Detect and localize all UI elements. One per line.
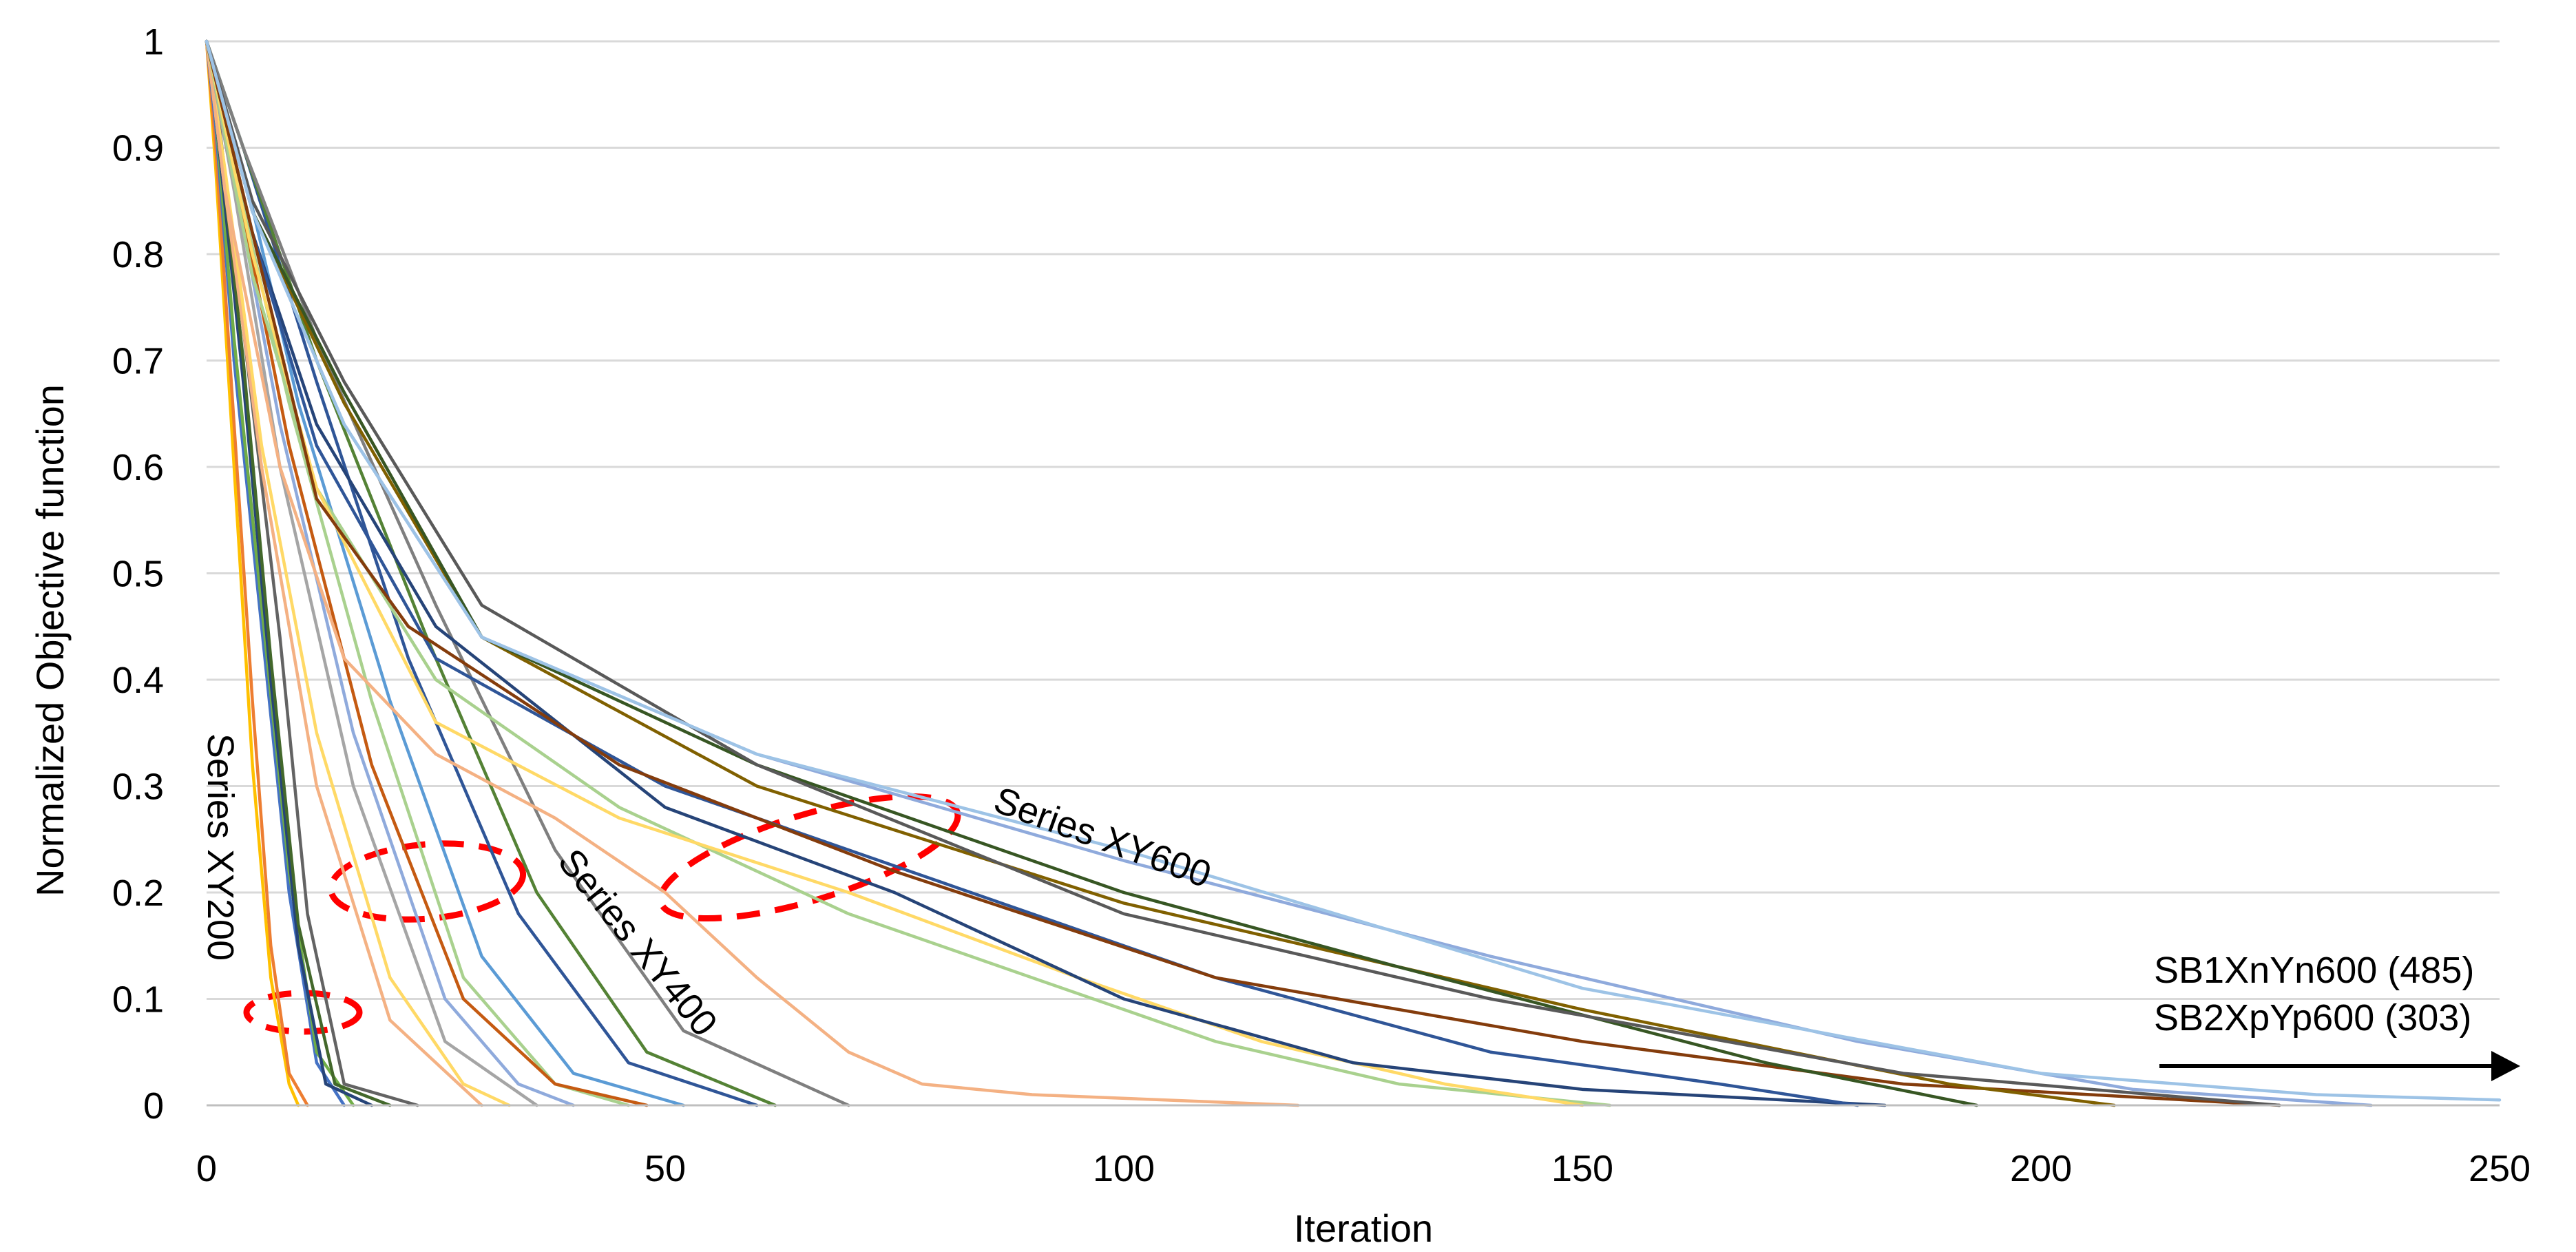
y-tick-label: 0.3	[112, 766, 164, 808]
y-tick-label: 0.2	[112, 873, 164, 914]
y-tick-label: 0.9	[112, 128, 164, 169]
series-line-xy600-10	[205, 39, 2502, 1102]
gridlines	[207, 40, 2500, 1000]
y-axis-title: Normalized Objective function	[28, 384, 72, 897]
y-tick-label: 0.4	[112, 660, 164, 701]
series-line-xy400-11	[205, 39, 1300, 1107]
group-label-xy400: Series XY400	[550, 841, 725, 1043]
annotation-sb2xpyp600: SB2XpYp600 (303)	[2154, 997, 2471, 1039]
y-tick-label: 0	[143, 1085, 164, 1127]
x-tick-label: 150	[1551, 1148, 1613, 1189]
group-label-xy200: Series XY200	[200, 733, 241, 961]
y-tick-label: 0.6	[112, 447, 164, 488]
x-tick-label: 0	[196, 1148, 217, 1189]
tick-labels: 0 0.1 0.2 0.3 0.4 0.5 0.6 0.7 0.8 0.9 1 0 50 100 150 20…	[112, 21, 2531, 1189]
xy200-highlight-ellipse	[243, 990, 363, 1035]
y-tick-label: 1	[143, 21, 164, 63]
series-line-xy200-2	[205, 39, 309, 1107]
series-line-xy600-4	[205, 39, 1859, 1107]
y-tick-label: 0.1	[112, 979, 164, 1021]
series-lines	[205, 39, 2502, 1107]
series-line-xy600-3	[205, 39, 1887, 1107]
y-tick-label: 0.5	[112, 554, 164, 595]
x-tick-label: 200	[2010, 1148, 2072, 1189]
arrow-right-icon	[2159, 1051, 2520, 1081]
xy400-highlight-ellipse	[327, 840, 527, 923]
group-label-xy600: Series XY600	[989, 779, 1217, 895]
series-line-xy600-8	[205, 39, 2281, 1107]
x-axis-title: Iteration	[1294, 1207, 1433, 1250]
series-line-xy600-1	[205, 39, 1612, 1107]
x-tick-label: 50	[645, 1148, 686, 1189]
annotation-sb1xnyn600: SB1XnYn600 (485)	[2154, 950, 2474, 991]
y-tick-label: 0.7	[112, 341, 164, 382]
series-line-xy600-5	[205, 39, 2281, 1107]
x-tick-label: 100	[1093, 1148, 1155, 1189]
series-line-xy400-10	[205, 39, 850, 1107]
series-line-xy400-2	[205, 39, 511, 1107]
x-tick-label: 250	[2469, 1148, 2531, 1189]
y-tick-label: 0.8	[112, 234, 164, 275]
